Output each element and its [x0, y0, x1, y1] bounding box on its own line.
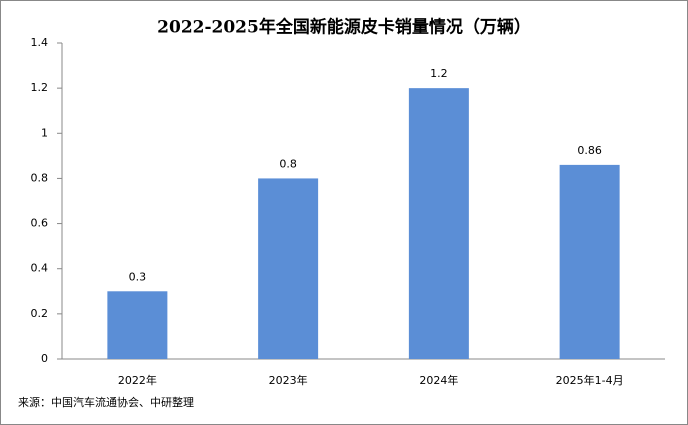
- y-tick-label: 0.6: [31, 217, 49, 230]
- y-tick-label: 0.8: [31, 171, 49, 184]
- x-tick-label: 2025年1-4月: [556, 373, 624, 387]
- y-tick-label: 1.2: [31, 81, 49, 94]
- y-tick-label: 0.2: [31, 307, 49, 320]
- chart-title: 2022-2025年全国新能源皮卡销量情况（万辆）: [157, 17, 531, 38]
- bar: [258, 178, 319, 359]
- data-label: 0.3: [129, 270, 147, 283]
- bar: [107, 291, 168, 359]
- y-tick-label: 0: [41, 352, 48, 365]
- y-tick-label: 1.4: [31, 36, 49, 49]
- x-tick-label: 2024年: [419, 373, 458, 387]
- x-tick-label: 2022年: [118, 373, 157, 387]
- bar: [408, 88, 469, 360]
- data-label: 0.8: [279, 157, 297, 170]
- x-tick-label: 2023年: [269, 373, 308, 387]
- data-label: 0.86: [577, 144, 602, 157]
- data-label: 1.2: [430, 67, 448, 80]
- y-tick-label: 0.4: [31, 262, 49, 275]
- bar: [559, 164, 620, 359]
- source-note: 来源：中国汽车流通协会、中研整理: [18, 395, 194, 409]
- y-tick-label: 1: [41, 126, 48, 139]
